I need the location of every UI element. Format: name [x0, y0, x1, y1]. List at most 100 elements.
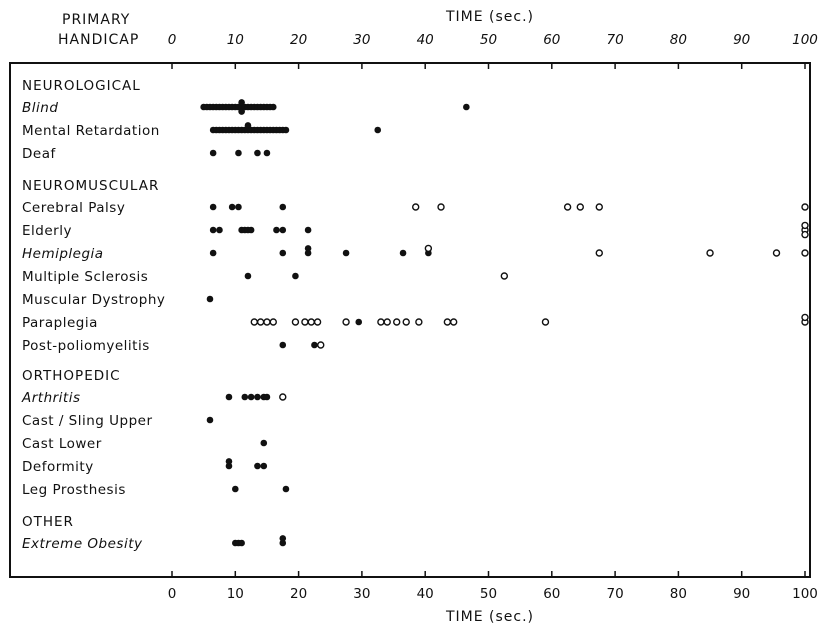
- x-tick-label-top: 100: [792, 32, 818, 48]
- point-open: [449, 318, 458, 326]
- point-filled: [235, 149, 242, 157]
- x-axis-top: 0 10 20 30 40 50 60 70 80 90 100: [168, 32, 818, 69]
- point-filled: [292, 272, 299, 280]
- row-label: Mental Retardation: [22, 123, 160, 139]
- x-tick-label-top: 70: [607, 32, 624, 48]
- point-filled: [263, 149, 271, 157]
- point-filled: [209, 249, 217, 257]
- point-open: [576, 203, 584, 211]
- point-open: [291, 318, 300, 326]
- row-label: Muscular Dystrophy: [22, 292, 165, 308]
- point-filled: [225, 393, 233, 401]
- point-open: [402, 318, 410, 326]
- row-label: Hemiplegia: [22, 246, 104, 262]
- point-open: [383, 318, 391, 326]
- point-filled: [282, 485, 290, 493]
- point-open: [301, 318, 309, 326]
- point-open: [595, 249, 603, 257]
- row-label: Cerebral Palsy: [22, 200, 125, 216]
- point-filled: [228, 203, 236, 211]
- x-tick-label-bottom: 30: [353, 586, 370, 602]
- x-tick-label-bottom: 20: [290, 586, 307, 602]
- plot-frame: [9, 62, 811, 578]
- point-filled: [225, 462, 233, 470]
- point-filled: [232, 485, 239, 493]
- point-filled: [244, 272, 252, 280]
- point-open: [412, 203, 420, 211]
- point-filled: [282, 126, 290, 134]
- point-filled: [238, 539, 245, 547]
- x-axis-title-top: TIME (sec.): [445, 9, 534, 25]
- row-label: Blind: [22, 100, 58, 116]
- point-open: [801, 313, 809, 322]
- row-label: Arthritis: [21, 390, 81, 406]
- row-label: Post-poliomyelitis: [22, 338, 150, 354]
- x-tick-label-top: 10: [227, 32, 244, 48]
- point-filled: [263, 393, 271, 401]
- point-open: [801, 221, 809, 230]
- point-filled: [244, 122, 252, 129]
- row-label: Elderly: [22, 223, 72, 239]
- point-open: [263, 318, 271, 326]
- point-open: [393, 318, 401, 326]
- point-filled: [304, 226, 312, 234]
- row-label: Leg Prosthesis: [22, 482, 126, 498]
- handicap-title-line2: HANDICAP: [58, 32, 139, 48]
- row-label: Deformity: [22, 459, 94, 475]
- point-open: [279, 393, 287, 401]
- x-axis-title-bottom: TIME (sec.): [445, 609, 534, 625]
- point-open: [563, 203, 572, 211]
- x-tick-label-top: 30: [353, 32, 370, 48]
- point-filled: [235, 203, 242, 211]
- point-open: [801, 230, 809, 239]
- point-open: [424, 244, 433, 253]
- x-tick-label-top: 90: [733, 32, 750, 48]
- point-filled: [304, 249, 312, 257]
- point-filled: [254, 462, 261, 470]
- point-filled: [279, 341, 287, 349]
- point-filled: [206, 295, 214, 303]
- point-filled: [206, 416, 214, 424]
- row-label: Extreme Obesity: [22, 536, 143, 552]
- point-open: [313, 318, 322, 326]
- x-tick-label-bottom: 60: [543, 586, 560, 602]
- x-tick-label-top: 60: [543, 32, 560, 48]
- point-open: [772, 249, 781, 257]
- point-open: [256, 318, 265, 326]
- point-filled: [269, 103, 277, 111]
- point-open: [801, 249, 809, 257]
- point-filled: [247, 226, 255, 234]
- point-open: [437, 203, 445, 211]
- x-tick-label-bottom: 70: [607, 586, 624, 602]
- point-open: [342, 318, 350, 326]
- point-open: [595, 203, 603, 211]
- row-label: Paraplegia: [22, 315, 98, 331]
- row-labels: NEUROLOGICAL Blind Mental Retardation Deaf N…: [21, 78, 165, 552]
- point-filled: [209, 203, 217, 211]
- point-filled: [304, 245, 312, 252]
- handicap-title-line1: PRIMARY: [62, 12, 130, 28]
- point-open: [500, 272, 509, 280]
- point-filled: [279, 249, 287, 257]
- x-tick-label-top: 0: [168, 32, 177, 48]
- point-filled: [279, 535, 287, 542]
- row-label: Cast / Sling Upper: [22, 413, 153, 429]
- point-filled: [374, 126, 382, 134]
- point-open: [307, 318, 315, 326]
- point-filled: [247, 393, 255, 401]
- point-filled: [254, 149, 261, 157]
- data-markers: [200, 99, 809, 547]
- x-tick-label-bottom: 100: [792, 586, 818, 602]
- group-label: NEUROMUSCULAR: [22, 178, 159, 194]
- point-filled: [254, 393, 261, 401]
- point-filled: [311, 341, 318, 349]
- point-open: [706, 249, 714, 257]
- point-filled: [279, 203, 287, 211]
- x-tick-label-bottom: 50: [480, 586, 497, 602]
- point-open: [541, 318, 550, 326]
- point-filled: [260, 439, 268, 447]
- x-tick-label-bottom: 10: [227, 586, 244, 602]
- point-filled: [355, 318, 363, 326]
- point-filled: [279, 539, 287, 547]
